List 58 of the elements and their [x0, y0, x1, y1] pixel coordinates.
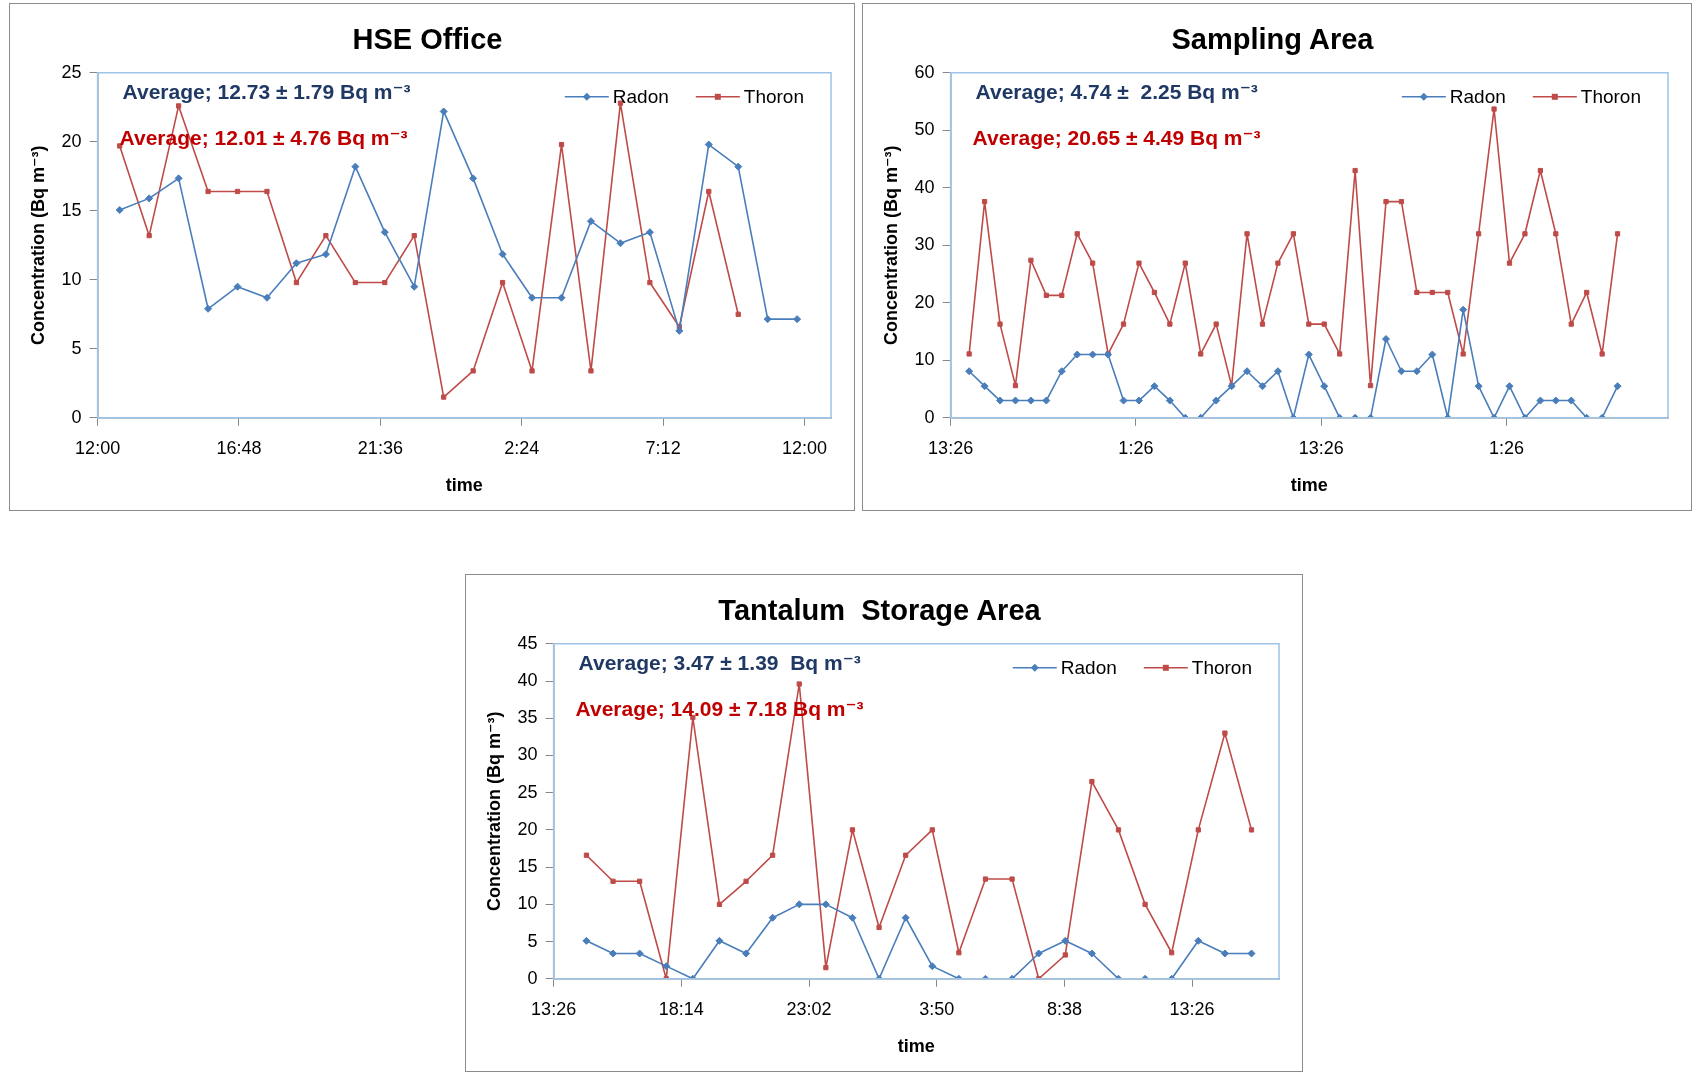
legend-label: Thoron	[743, 86, 804, 108]
x-tick-label: 23:02	[786, 998, 832, 1019]
y-tick-label: 10	[517, 893, 538, 914]
y-tick-label: 50	[914, 119, 935, 140]
legend-label: Radon	[612, 86, 669, 108]
y-tick-label: 0	[924, 406, 935, 427]
x-tick-label: 18:14	[658, 998, 704, 1019]
x-tick-label: 13:26	[928, 437, 974, 458]
x-tick-label: 16:48	[216, 437, 262, 458]
y-tick-label: 10	[61, 268, 82, 289]
y-tick-label: 40	[517, 669, 538, 690]
y-tick-label: 20	[517, 818, 538, 839]
x-tick-label: 2:24	[504, 437, 540, 458]
annotation: Average; 12.73 ± 1.79 Bq m⁻³	[122, 79, 411, 103]
x-tick-label: 7:12	[645, 437, 681, 458]
y-tick-label: 20	[61, 130, 82, 151]
x-tick-label: 21:36	[357, 437, 403, 458]
chart-title: Tantalum Storage Area	[718, 594, 1042, 627]
y-tick-label: 5	[71, 337, 82, 358]
x-tick-label: 12:00	[781, 437, 828, 458]
x-tick-label: 8:38	[1046, 998, 1082, 1019]
y-tick-label: 0	[71, 406, 82, 427]
annotation: Average; 20.65 ± 4.49 Bq m⁻³	[972, 125, 1261, 149]
annotation: Average; 4.74 ± 2.25 Bq m⁻³	[975, 79, 1258, 103]
y-tick-label: 35	[517, 707, 538, 728]
y-axis-title: Concentration (Bq m⁻³)	[880, 145, 901, 346]
y-tick-label: 25	[61, 61, 82, 82]
x-tick-label: 13:26	[1298, 437, 1344, 458]
y-tick-label: 45	[517, 632, 538, 653]
y-tick-label: 15	[517, 856, 538, 877]
x-axis-title: time	[445, 475, 483, 496]
x-tick-label: 12:00	[75, 437, 121, 458]
x-axis-title: time	[1290, 475, 1328, 496]
y-axis-title: Concentration (Bq m⁻³)	[483, 711, 504, 912]
x-tick-label: 1:26	[1118, 437, 1154, 458]
x-tick-label: 1:26	[1488, 437, 1524, 458]
y-axis-title: Concentration (Bq m⁻³)	[27, 145, 48, 346]
x-tick-label: 3:50	[919, 998, 955, 1019]
y-tick-label: 5	[527, 930, 538, 951]
y-tick-label: 25	[517, 781, 538, 802]
x-tick-label: 13:26	[531, 998, 577, 1019]
y-tick-label: 60	[914, 61, 935, 82]
x-tick-label: 13:26	[1169, 998, 1215, 1019]
chart-title: Sampling Area	[1171, 23, 1375, 56]
y-tick-label: 30	[517, 744, 538, 765]
y-tick-label: 15	[61, 199, 82, 220]
y-tick-label: 10	[914, 349, 935, 370]
legend-label: Thoron	[1191, 657, 1252, 679]
y-tick-label: 40	[914, 176, 935, 197]
legend-label: Thoron	[1580, 86, 1641, 108]
chart-title: HSE Office	[352, 23, 503, 56]
legend-label: Radon	[1449, 86, 1506, 108]
legend-label: Radon	[1060, 657, 1117, 679]
y-tick-label: 20	[914, 291, 935, 312]
x-axis-title: time	[897, 1036, 935, 1057]
y-tick-label: 30	[914, 234, 935, 255]
annotation: Average; 3.47 ± 1.39 Bq m⁻³	[578, 650, 861, 674]
y-tick-label: 0	[527, 967, 538, 988]
